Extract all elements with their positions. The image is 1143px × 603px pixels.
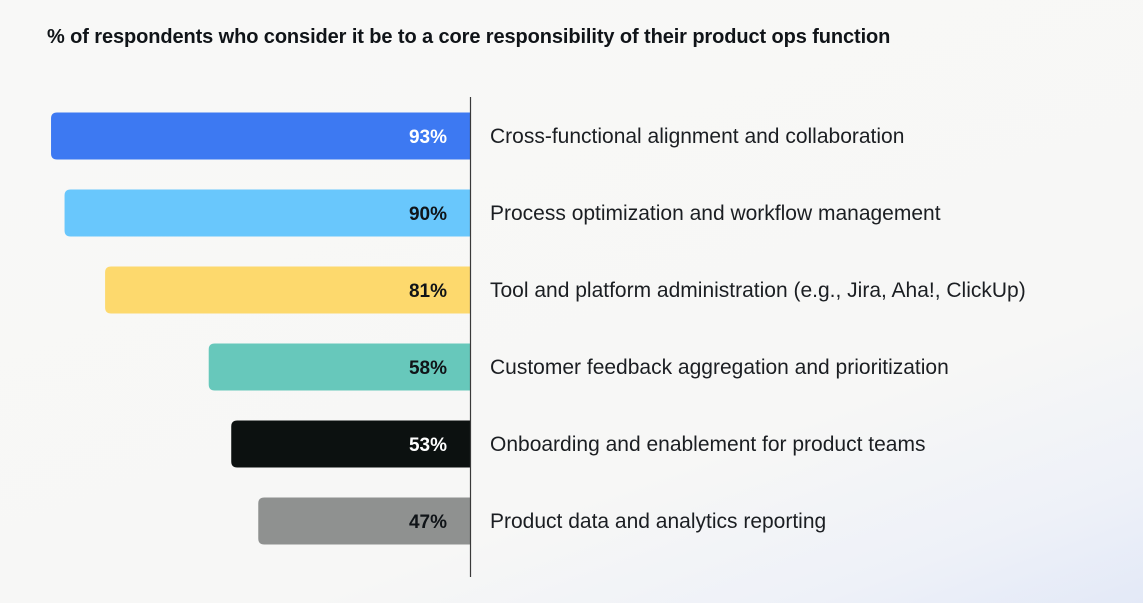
bar-value-label: 93% bbox=[409, 127, 447, 148]
bar-4 bbox=[231, 420, 470, 468]
bar-value-label: 81% bbox=[409, 281, 447, 302]
bar-1 bbox=[64, 189, 471, 237]
bars-layer: 93% Cross-functional alignment and collab… bbox=[51, 112, 1026, 545]
bar-3 bbox=[208, 343, 470, 391]
bar-value-label: 47% bbox=[409, 512, 447, 533]
category-label: Onboarding and enablement for product te… bbox=[490, 433, 925, 456]
bar-0 bbox=[51, 112, 470, 160]
bar-value-label: 53% bbox=[409, 435, 447, 456]
category-label: Cross-functional alignment and collabora… bbox=[490, 125, 904, 148]
category-label: Customer feedback aggregation and priori… bbox=[490, 356, 949, 379]
bar-2 bbox=[105, 266, 470, 314]
bar-value-label: 58% bbox=[409, 358, 447, 379]
bar-value-label: 90% bbox=[409, 204, 447, 225]
bar-5 bbox=[258, 497, 470, 545]
category-label: Tool and platform administration (e.g., … bbox=[490, 279, 1026, 302]
chart-title: % of respondents who consider it be to a… bbox=[47, 26, 891, 48]
category-label: Product data and analytics reporting bbox=[490, 510, 826, 533]
category-label: Process optimization and workflow manage… bbox=[490, 202, 941, 225]
